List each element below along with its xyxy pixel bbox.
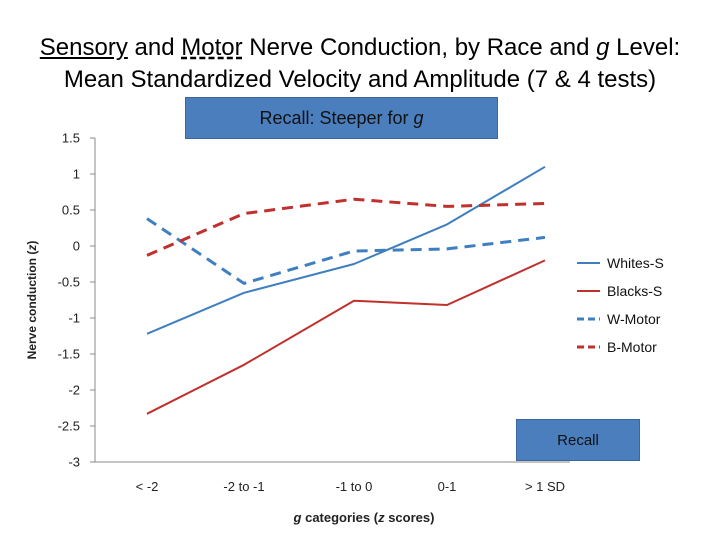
x-tick-label: 0-1 <box>438 479 457 494</box>
recall-banner: Recall: Steeper for g <box>185 97 498 139</box>
y-tick-label: 0.5 <box>62 203 80 218</box>
legend-label: Blacks-S <box>607 283 662 299</box>
title-middle: Nerve Conduction, by Race and <box>242 34 597 61</box>
x-tick-label: -1 to 0 <box>336 479 373 494</box>
y-tick-label: -2.5 <box>58 419 80 434</box>
y-axis: 1.5 1 0.5 0 -0.5 -1 -1.5 -2 -2.5 -3 <box>58 131 95 470</box>
series-line-whites-s <box>146 165 546 335</box>
title-g: g <box>596 34 610 61</box>
legend-label: B-Motor <box>607 339 657 355</box>
legend-label: W-Motor <box>607 311 661 327</box>
chart-title: Sensory and Motor Nerve Conduction, by R… <box>0 32 720 96</box>
legend-label: Whites-S <box>607 255 664 271</box>
x-tick-label: > 1 SD <box>525 479 565 494</box>
x-axis: < -2 -2 to -1 -1 to 0 0-1 > 1 SD <box>136 479 565 494</box>
plot-area <box>94 138 570 463</box>
x-tick-label: -2 to -1 <box>223 479 264 494</box>
x-axis-label: g categories (z scores) <box>293 510 435 525</box>
y-tick-label: -3 <box>68 455 80 470</box>
series-lines <box>146 165 546 415</box>
y-tick-label: 1.5 <box>62 131 80 146</box>
y-tick-label: -0.5 <box>58 275 80 290</box>
chart-subtitle: Mean Standardized Velocity and Amplitude… <box>63 66 657 93</box>
series-line-b-motor <box>146 197 546 257</box>
series-line-w-motor <box>146 217 546 285</box>
y-tick-label: -1 <box>68 311 80 326</box>
y-axis-label: Nerve conduction (z) <box>25 241 39 360</box>
x-tick-label: < -2 <box>136 479 159 494</box>
title-level: Level: <box>609 34 681 61</box>
title-and: and <box>127 34 182 61</box>
title-sensory: Sensory <box>39 34 128 61</box>
y-tick-label: 0 <box>73 239 80 254</box>
y-tick-label: 1 <box>73 167 80 182</box>
y-tick-label: -1.5 <box>58 347 80 362</box>
legend: Whites-S Blacks-S W-Motor B-Motor <box>577 255 664 355</box>
y-tick-label: -2 <box>68 383 80 398</box>
recall-badge: Recall <box>516 419 640 461</box>
series-line-blacks-s <box>146 259 546 415</box>
title-motor: Motor <box>181 34 243 61</box>
